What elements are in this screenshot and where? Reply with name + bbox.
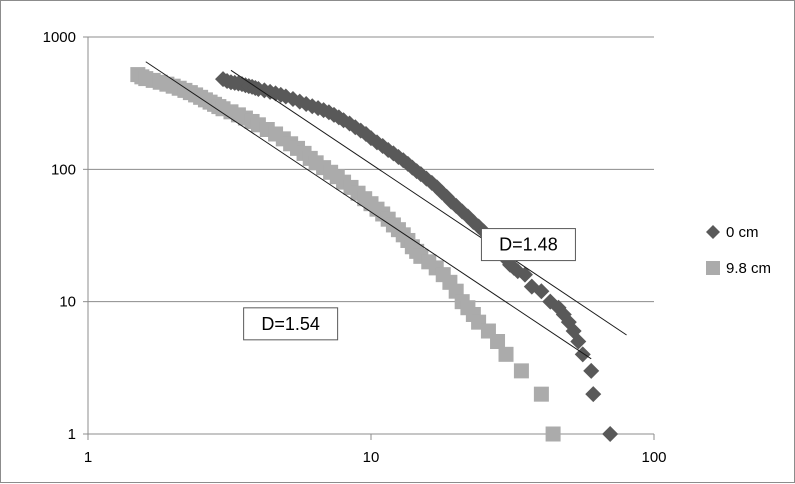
data-point (516, 266, 533, 283)
annotation-box: D=1.48 (480, 228, 576, 262)
legend-marker (706, 225, 720, 239)
legend-label: 0 cm (726, 224, 759, 241)
y-tick-label: 10 (59, 294, 76, 311)
data-point (574, 346, 591, 363)
data-point (490, 334, 506, 350)
x-tick-label: 10 (363, 449, 380, 466)
annotation-box: D=1.54 (243, 307, 339, 341)
y-tick-label: 100 (51, 161, 76, 178)
legend-label: 9.8 cm (726, 260, 771, 277)
annotation-text: D=1.48 (499, 235, 558, 255)
data-point (570, 333, 587, 350)
fit-line (145, 61, 592, 360)
annotation-text: D=1.54 (261, 314, 320, 334)
fit-line (230, 69, 627, 336)
data-point (498, 346, 514, 362)
legend-item: 9.8 cm (706, 260, 771, 277)
data-point (513, 363, 529, 379)
data-point (583, 362, 600, 379)
tick-layer: 1 10 100 1000 1 10 100 (43, 29, 667, 466)
legend-item: 0 cm (706, 224, 759, 241)
data-point (585, 386, 602, 403)
x-tick-label: 100 (641, 449, 666, 466)
data-point (533, 283, 550, 300)
data-point (545, 426, 561, 442)
series-9-8-cm (130, 67, 561, 442)
data-point (533, 386, 549, 402)
fit-layer (145, 61, 627, 360)
annotation-layer: D=1.48 D=1.54 (243, 228, 576, 341)
legend-marker (706, 261, 720, 275)
legend: 0 cm 9.8 cm (706, 224, 771, 277)
x-tick-label: 1 (84, 449, 92, 466)
annotation-frame (243, 307, 339, 341)
annotation-frame (480, 228, 576, 262)
data-point (602, 426, 619, 442)
y-tick-label: 1 (68, 426, 76, 443)
y-tick-label: 1000 (43, 29, 76, 46)
